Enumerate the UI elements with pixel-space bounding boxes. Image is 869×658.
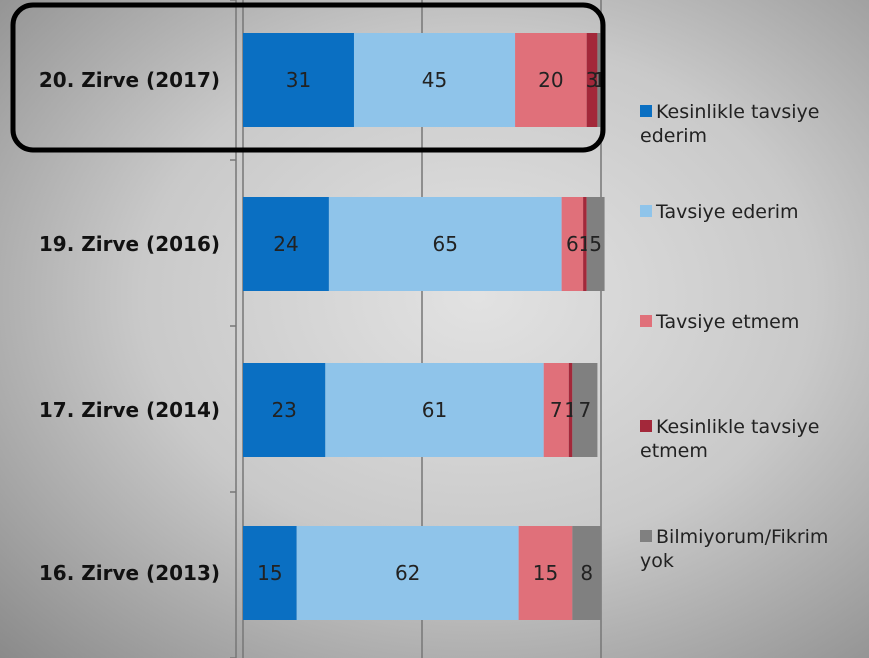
legend-label: Tavsiye etmem xyxy=(656,311,800,333)
highlight-box xyxy=(10,2,606,153)
bar-segment xyxy=(353,33,516,127)
legend-item: Tavsiye etmem xyxy=(640,310,860,334)
bar-segment xyxy=(296,526,519,620)
value-label: 20 xyxy=(538,68,563,92)
bar-segment xyxy=(543,363,569,457)
value-label: 8 xyxy=(580,561,593,585)
bar-segment xyxy=(568,363,573,457)
value-label: 31 xyxy=(286,68,311,92)
value-label: 65 xyxy=(433,232,458,256)
value-label: 61 xyxy=(422,398,447,422)
value-label: 24 xyxy=(273,232,298,256)
bar-segment xyxy=(518,526,573,620)
legend-label: Bilmiyorum/Fikrim yok xyxy=(640,526,829,572)
bar-segment xyxy=(243,197,329,291)
legend-swatch xyxy=(640,315,652,327)
legend-item: Tavsiye ederim xyxy=(640,200,860,224)
value-label: 45 xyxy=(422,68,447,92)
value-label: 7 xyxy=(579,398,592,422)
bar-segment xyxy=(597,33,601,127)
category-label: 16. Zirve (2013) xyxy=(39,561,220,585)
bar-segment xyxy=(243,526,297,620)
bar-segment xyxy=(243,33,354,127)
legend-swatch xyxy=(640,205,652,217)
category-label: 20. Zirve (2017) xyxy=(39,68,220,92)
legend-swatch xyxy=(640,530,652,542)
bar-segment xyxy=(572,363,598,457)
value-label: 7 xyxy=(550,398,563,422)
legend-swatch xyxy=(640,105,652,117)
value-label: 15 xyxy=(533,561,558,585)
bar-segment xyxy=(586,197,605,291)
value-label: 6 xyxy=(566,232,579,256)
bar-segment xyxy=(515,33,587,127)
bar-segment xyxy=(243,363,326,457)
legend-item: Bilmiyorum/Fikrim yok xyxy=(640,525,860,573)
legend-swatch xyxy=(640,420,652,432)
bar-segment xyxy=(586,33,598,127)
category-label: 17. Zirve (2014) xyxy=(39,398,220,422)
bar-segment xyxy=(328,197,562,291)
category-label: 19. Zirve (2016) xyxy=(39,232,220,256)
bar-segment xyxy=(561,197,584,291)
bar-segment xyxy=(583,197,587,291)
value-label: 3 xyxy=(586,68,599,92)
legend-label: Kesinlikle tavsiye ederim xyxy=(640,101,820,147)
value-label: 62 xyxy=(395,561,420,585)
legend-item: Kesinlikle tavsiye ederim xyxy=(640,100,860,148)
bar-segment xyxy=(572,526,601,620)
value-label: 23 xyxy=(271,398,296,422)
legend-label: Kesinlikle tavsiye etmem xyxy=(640,416,820,462)
legend-item: Kesinlikle tavsiye etmem xyxy=(640,415,860,463)
legend-label: Tavsiye ederim xyxy=(656,201,799,223)
value-label: 15 xyxy=(257,561,282,585)
value-label: 5 xyxy=(589,232,602,256)
bar-segment xyxy=(325,363,544,457)
